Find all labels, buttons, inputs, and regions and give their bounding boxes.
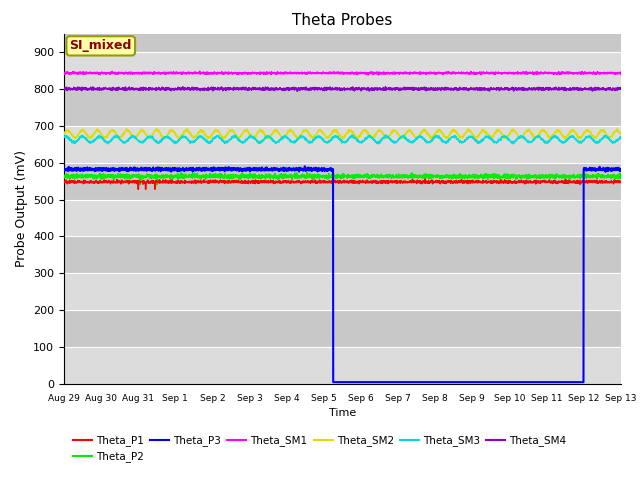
Theta_SM2 <box>606 135 614 141</box>
Theta_SM1 <box>124 70 131 75</box>
Theta_SM4 <box>124 86 131 92</box>
X-axis label: Time: Time <box>329 408 356 418</box>
Theta_P2 <box>617 174 625 180</box>
Theta_P1 <box>547 179 554 185</box>
Theta_P3 <box>60 165 68 171</box>
Theta_P2 <box>60 175 68 181</box>
Theta_SM2 <box>124 128 131 133</box>
Theta_SM4 <box>179 84 187 90</box>
Theta_P1 <box>617 179 625 185</box>
Theta_SM4 <box>293 88 301 94</box>
Bar <box>64 89 621 126</box>
Line: Theta_P3: Theta_P3 <box>64 167 621 382</box>
Theta_SM4 <box>157 87 164 93</box>
Theta_P3 <box>157 167 164 173</box>
Theta_SM3 <box>374 141 382 147</box>
Theta_SM1 <box>196 68 204 74</box>
Theta_SM4 <box>274 86 282 92</box>
Theta_SM4 <box>298 85 306 91</box>
Theta_P2 <box>547 174 554 180</box>
Theta_SM1 <box>617 71 625 77</box>
Theta_SM1 <box>60 71 68 76</box>
Bar <box>64 273 621 310</box>
Theta_SM1 <box>157 72 164 77</box>
Theta_SM2 <box>152 126 160 132</box>
Line: Theta_SM1: Theta_SM1 <box>64 71 621 75</box>
Bar <box>64 347 621 384</box>
Theta_SM2 <box>157 131 164 137</box>
Theta_P1 <box>421 176 429 182</box>
Theta_P3 <box>298 167 305 173</box>
Bar <box>64 200 621 237</box>
Theta_SM2 <box>60 131 68 137</box>
Theta_P3 <box>124 166 131 172</box>
Theta_P3 <box>301 164 308 169</box>
Title: Theta Probes: Theta Probes <box>292 13 392 28</box>
Legend: Theta_P1, Theta_P2, Theta_P3, Theta_SM1, Theta_SM2, Theta_SM3, Theta_SM4: Theta_P1, Theta_P2, Theta_P3, Theta_SM1,… <box>69 431 570 467</box>
Bar <box>64 34 621 52</box>
Theta_SM1 <box>547 70 554 76</box>
Theta_SM2 <box>617 131 625 137</box>
Theta_SM4 <box>60 86 68 92</box>
Theta_P1 <box>606 179 614 185</box>
Theta_P1 <box>274 179 282 184</box>
Theta_P2 <box>606 172 614 178</box>
Theta_P3 <box>617 168 625 173</box>
Theta_SM1 <box>274 69 282 74</box>
Theta_SM2 <box>219 136 227 142</box>
Y-axis label: Probe Output (mV): Probe Output (mV) <box>15 150 28 267</box>
Theta_P2 <box>157 173 164 179</box>
Line: Theta_SM4: Theta_SM4 <box>64 87 621 91</box>
Theta_P1 <box>60 179 68 184</box>
Theta_SM3 <box>617 135 625 141</box>
Theta_SM1 <box>364 72 372 78</box>
Theta_SM1 <box>606 71 614 76</box>
Theta_SM3 <box>606 137 614 143</box>
Theta_P2 <box>298 173 306 179</box>
Theta_SM3 <box>124 138 131 144</box>
Theta_P1 <box>134 186 142 192</box>
Line: Theta_SM3: Theta_SM3 <box>64 135 621 144</box>
Bar <box>64 310 621 347</box>
Theta_P1 <box>298 180 306 185</box>
Theta_SM3 <box>157 137 164 143</box>
Theta_SM4 <box>547 86 554 92</box>
Line: Theta_P2: Theta_P2 <box>64 172 621 185</box>
Theta_SM3 <box>60 133 68 139</box>
Theta_SM1 <box>298 70 306 76</box>
Theta_SM3 <box>232 132 239 138</box>
Theta_SM3 <box>274 139 282 145</box>
Theta_P3 <box>606 166 614 172</box>
Theta_P3 <box>330 379 337 385</box>
Theta_P1 <box>124 180 131 185</box>
Theta_P2 <box>124 172 131 178</box>
Theta_SM3 <box>547 137 554 143</box>
Bar <box>64 237 621 273</box>
Theta_P2 <box>303 169 311 175</box>
Text: SI_mixed: SI_mixed <box>70 39 132 52</box>
Theta_SM2 <box>274 129 282 134</box>
Bar <box>64 52 621 89</box>
Bar <box>64 126 621 163</box>
Theta_P3 <box>274 167 282 172</box>
Theta_P2 <box>274 176 282 182</box>
Bar <box>64 163 621 200</box>
Theta_SM3 <box>298 134 306 140</box>
Theta_P2 <box>136 182 144 188</box>
Theta_SM2 <box>298 130 306 136</box>
Theta_SM4 <box>617 86 625 92</box>
Line: Theta_P1: Theta_P1 <box>64 179 621 189</box>
Theta_SM4 <box>606 85 614 91</box>
Theta_P1 <box>157 179 164 185</box>
Theta_SM2 <box>547 135 554 141</box>
Theta_P3 <box>547 379 554 385</box>
Line: Theta_SM2: Theta_SM2 <box>64 129 621 139</box>
